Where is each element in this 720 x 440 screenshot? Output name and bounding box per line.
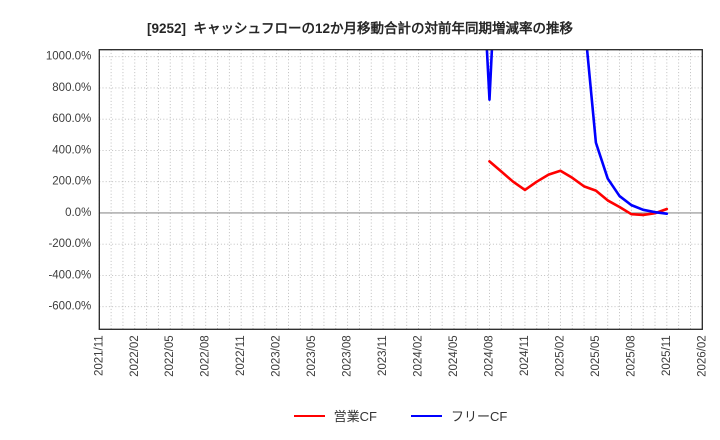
svg-text:2023/11: 2023/11 <box>377 335 389 376</box>
svg-text:2026/02: 2026/02 <box>696 335 708 377</box>
svg-text:200.0%: 200.0% <box>52 176 91 188</box>
svg-text:2024/08: 2024/08 <box>483 335 495 377</box>
svg-text:2024/02: 2024/02 <box>413 335 425 377</box>
legend-item-free-cf: フリーCF <box>411 410 507 423</box>
svg-text:-200.0%: -200.0% <box>48 238 91 250</box>
legend-item-operating-cf: 営業CF <box>293 408 377 424</box>
svg-text:2022/02: 2022/02 <box>129 335 141 377</box>
svg-text:2022/08: 2022/08 <box>200 335 212 377</box>
svg-text:2025/11: 2025/11 <box>661 335 673 376</box>
svg-text:2023/02: 2023/02 <box>271 335 283 377</box>
chart-plot-area: 1000.0% 800.0% 600.0% 400.0% 200.0% 0.0% -200.… <box>46 49 708 377</box>
svg-text:600.0%: 600.0% <box>52 113 91 125</box>
svg-text:800.0%: 800.0% <box>52 82 91 94</box>
operating-cf-line-swatch <box>293 414 325 418</box>
svg-text:400.0%: 400.0% <box>52 144 91 156</box>
svg-text:0.0%: 0.0% <box>65 207 91 219</box>
svg-text:2025/08: 2025/08 <box>625 335 637 377</box>
legend-label-operating-cf: 営業CF <box>333 408 377 424</box>
svg-text:2023/08: 2023/08 <box>342 335 354 377</box>
svg-text:1000.0%: 1000.0% <box>46 51 91 63</box>
legend-label-free-cf: フリーCF <box>451 408 508 424</box>
svg-text:-400.0%: -400.0% <box>48 269 91 281</box>
svg-text:2025/05: 2025/05 <box>590 335 602 377</box>
chart-title: [9252] キャッシュフローの12か月移動合計の対前年同期増減率の推移 <box>146 21 574 36</box>
svg-text:2024/11: 2024/11 <box>519 335 531 376</box>
svg-text:2024/05: 2024/05 <box>448 335 460 377</box>
chart-legend: 営業CF フリーCF <box>99 405 702 427</box>
svg-text:2021/11: 2021/11 <box>93 335 105 376</box>
svg-text:-600.0%: -600.0% <box>48 301 91 313</box>
svg-text:2022/05: 2022/05 <box>164 335 176 377</box>
svg-text:2025/02: 2025/02 <box>554 335 566 377</box>
svg-text:2023/05: 2023/05 <box>306 335 318 377</box>
free-cf-line-swatch <box>411 414 442 418</box>
svg-text:2022/11: 2022/11 <box>235 335 247 376</box>
